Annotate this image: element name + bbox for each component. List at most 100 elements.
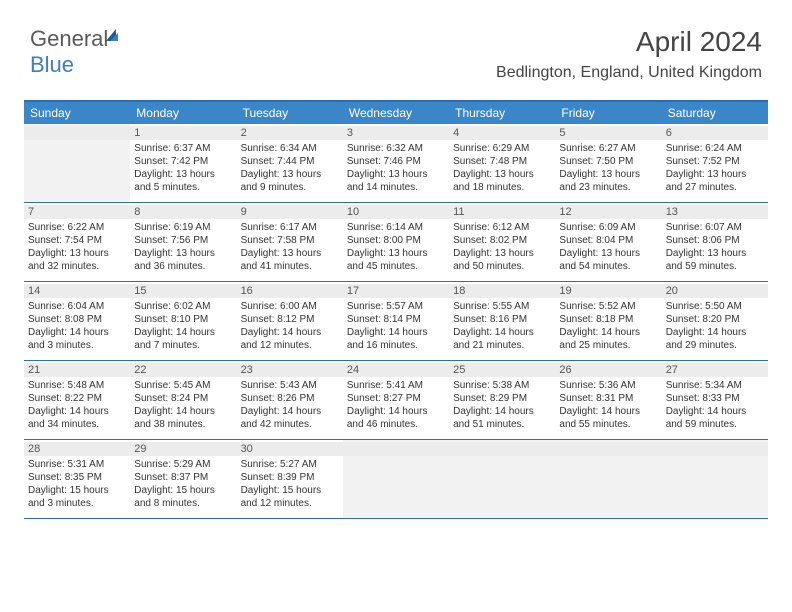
sunrise-text: Sunrise: 6:07 AM: [666, 221, 764, 234]
day-number: [24, 126, 130, 140]
day-number: 10: [343, 205, 449, 219]
calendar-week: 1Sunrise: 6:37 AMSunset: 7:42 PMDaylight…: [24, 124, 768, 203]
calendar-day: 12Sunrise: 6:09 AMSunset: 8:04 PMDayligh…: [555, 203, 661, 281]
day-number: 20: [662, 284, 768, 298]
calendar-week: 28Sunrise: 5:31 AMSunset: 8:35 PMDayligh…: [24, 440, 768, 519]
sunrise-text: Sunrise: 6:24 AM: [666, 142, 764, 155]
sunset-text: Sunset: 8:22 PM: [28, 392, 126, 405]
calendar-day: 2Sunrise: 6:34 AMSunset: 7:44 PMDaylight…: [237, 124, 343, 202]
daylight-text: Daylight: 15 hours and 3 minutes.: [28, 484, 126, 510]
calendar-day: 6Sunrise: 6:24 AMSunset: 7:52 PMDaylight…: [662, 124, 768, 202]
weekday-header-row: SundayMondayTuesdayWednesdayThursdayFrid…: [24, 102, 768, 124]
calendar-day: 13Sunrise: 6:07 AMSunset: 8:06 PMDayligh…: [662, 203, 768, 281]
sunset-text: Sunset: 8:35 PM: [28, 471, 126, 484]
calendar-day: 20Sunrise: 5:50 AMSunset: 8:20 PMDayligh…: [662, 282, 768, 360]
sunset-text: Sunset: 7:56 PM: [134, 234, 232, 247]
calendar-day: 16Sunrise: 6:00 AMSunset: 8:12 PMDayligh…: [237, 282, 343, 360]
sunset-text: Sunset: 8:37 PM: [134, 471, 232, 484]
daylight-text: Daylight: 14 hours and 59 minutes.: [666, 405, 764, 431]
day-number: 13: [662, 205, 768, 219]
sunset-text: Sunset: 7:46 PM: [347, 155, 445, 168]
day-number: 12: [555, 205, 661, 219]
daylight-text: Daylight: 14 hours and 16 minutes.: [347, 326, 445, 352]
daylight-text: Daylight: 14 hours and 21 minutes.: [453, 326, 551, 352]
sunrise-text: Sunrise: 5:36 AM: [559, 379, 657, 392]
sunset-text: Sunset: 7:48 PM: [453, 155, 551, 168]
daylight-text: Daylight: 14 hours and 12 minutes.: [241, 326, 339, 352]
sunrise-text: Sunrise: 5:43 AM: [241, 379, 339, 392]
calendar-day: 3 Sunrise: 6:32 AMSunset: 7:46 PMDaylight…: [343, 124, 449, 202]
sunrise-text: Sunrise: 5:31 AM: [28, 458, 126, 471]
day-number: 19: [555, 284, 661, 298]
day-number: 9: [237, 205, 343, 219]
day-number: 3: [343, 126, 449, 140]
sunrise-text: Sunrise: 6:27 AM: [559, 142, 657, 155]
daylight-text: Daylight: 13 hours and 14 minutes.: [347, 168, 445, 194]
calendar-week: 7Sunrise: 6:22 AMSunset: 7:54 PMDaylight…: [24, 203, 768, 282]
daylight-text: Daylight: 13 hours and 50 minutes.: [453, 247, 551, 273]
day-number: 11: [449, 205, 555, 219]
calendar: SundayMondayTuesdayWednesdayThursdayFrid…: [24, 100, 768, 519]
calendar-day: 1Sunrise: 6:37 AMSunset: 7:42 PMDaylight…: [130, 124, 236, 202]
day-number: [343, 442, 449, 456]
daylight-text: Daylight: 15 hours and 12 minutes.: [241, 484, 339, 510]
sunset-text: Sunset: 7:54 PM: [28, 234, 126, 247]
logo-triangle-icon-2: [110, 33, 118, 41]
sunset-text: Sunset: 8:39 PM: [241, 471, 339, 484]
sunrise-text: Sunrise: 6:32 AM: [347, 142, 445, 155]
day-number: 7: [24, 205, 130, 219]
day-number: 16: [237, 284, 343, 298]
day-number: 27: [662, 363, 768, 377]
daylight-text: Daylight: 13 hours and 32 minutes.: [28, 247, 126, 273]
sunrise-text: Sunrise: 6:12 AM: [453, 221, 551, 234]
daylight-text: Daylight: 14 hours and 34 minutes.: [28, 405, 126, 431]
weekday-header: Thursday: [449, 102, 555, 124]
sunrise-text: Sunrise: 5:27 AM: [241, 458, 339, 471]
weekday-header: Monday: [130, 102, 236, 124]
weekday-header: Friday: [555, 102, 661, 124]
sunrise-text: Sunrise: 6:37 AM: [134, 142, 232, 155]
daylight-text: Daylight: 14 hours and 46 minutes.: [347, 405, 445, 431]
daylight-text: Daylight: 13 hours and 5 minutes.: [134, 168, 232, 194]
page-title: April 2024: [636, 26, 762, 58]
day-number: 22: [130, 363, 236, 377]
calendar-day: 9Sunrise: 6:17 AMSunset: 7:58 PMDaylight…: [237, 203, 343, 281]
calendar-day: 30Sunrise: 5:27 AMSunset: 8:39 PMDayligh…: [237, 440, 343, 518]
sunset-text: Sunset: 8:00 PM: [347, 234, 445, 247]
calendar-day: 25Sunrise: 5:38 AMSunset: 8:29 PMDayligh…: [449, 361, 555, 439]
sunset-text: Sunset: 8:27 PM: [347, 392, 445, 405]
location-text: Bedlington, England, United Kingdom: [496, 64, 762, 82]
calendar-day: 26Sunrise: 5:36 AMSunset: 8:31 PMDayligh…: [555, 361, 661, 439]
day-number: 17: [343, 284, 449, 298]
sunrise-text: Sunrise: 6:19 AM: [134, 221, 232, 234]
sunset-text: Sunset: 7:58 PM: [241, 234, 339, 247]
calendar-day: 4Sunrise: 6:29 AMSunset: 7:48 PMDaylight…: [449, 124, 555, 202]
sunrise-text: Sunrise: 6:34 AM: [241, 142, 339, 155]
day-number: 23: [237, 363, 343, 377]
calendar-day: 14Sunrise: 6:04 AMSunset: 8:08 PMDayligh…: [24, 282, 130, 360]
day-number: [449, 442, 555, 456]
daylight-text: Daylight: 13 hours and 23 minutes.: [559, 168, 657, 194]
logo-text-2: Blue: [30, 52, 74, 77]
sunset-text: Sunset: 8:14 PM: [347, 313, 445, 326]
sunset-text: Sunset: 8:08 PM: [28, 313, 126, 326]
sunset-text: Sunset: 8:24 PM: [134, 392, 232, 405]
calendar-day: 17Sunrise: 5:57 AMSunset: 8:14 PMDayligh…: [343, 282, 449, 360]
sunrise-text: Sunrise: 6:17 AM: [241, 221, 339, 234]
day-number: 6: [662, 126, 768, 140]
day-number: 4: [449, 126, 555, 140]
calendar-day: 10Sunrise: 6:14 AMSunset: 8:00 PMDayligh…: [343, 203, 449, 281]
calendar-day: 24Sunrise: 5:41 AMSunset: 8:27 PMDayligh…: [343, 361, 449, 439]
calendar-week: 21Sunrise: 5:48 AMSunset: 8:22 PMDayligh…: [24, 361, 768, 440]
day-number: 28: [24, 442, 130, 456]
day-number: [662, 442, 768, 456]
calendar-day: 5Sunrise: 6:27 AMSunset: 7:50 PMDaylight…: [555, 124, 661, 202]
daylight-text: Daylight: 14 hours and 25 minutes.: [559, 326, 657, 352]
daylight-text: Daylight: 14 hours and 29 minutes.: [666, 326, 764, 352]
calendar-week: 14Sunrise: 6:04 AMSunset: 8:08 PMDayligh…: [24, 282, 768, 361]
day-number: 14: [24, 284, 130, 298]
daylight-text: Daylight: 13 hours and 36 minutes.: [134, 247, 232, 273]
day-number: 29: [130, 442, 236, 456]
daylight-text: Daylight: 13 hours and 9 minutes.: [241, 168, 339, 194]
weekday-header: Sunday: [24, 102, 130, 124]
